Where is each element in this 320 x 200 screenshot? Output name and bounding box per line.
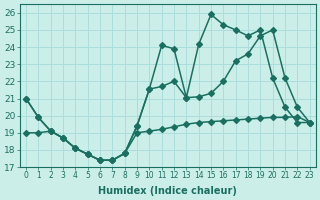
X-axis label: Humidex (Indice chaleur): Humidex (Indice chaleur) [98, 186, 237, 196]
